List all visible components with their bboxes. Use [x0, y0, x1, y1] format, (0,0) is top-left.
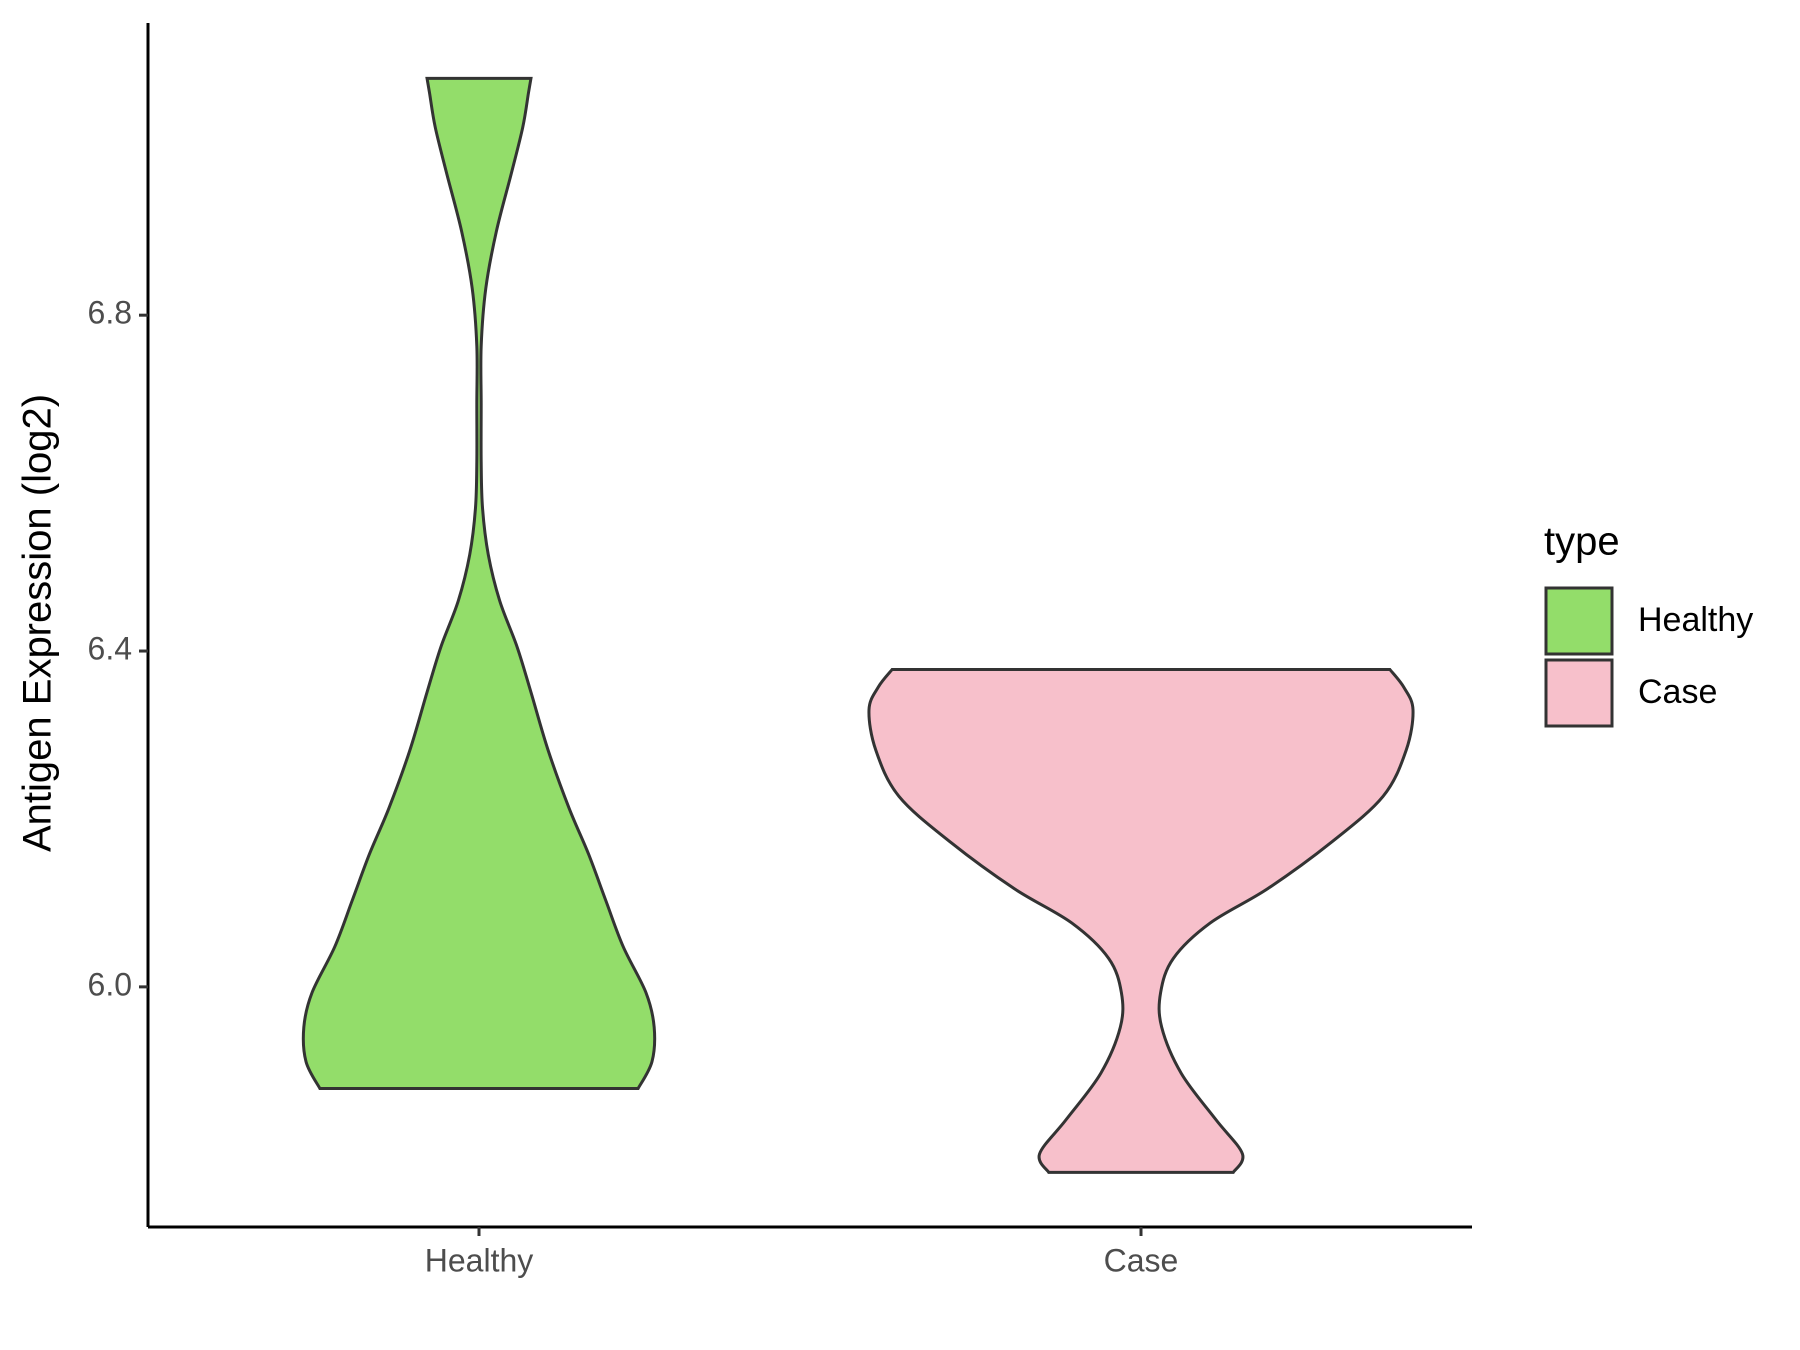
- y-axis-title: Antigen Expression (log2): [16, 394, 60, 852]
- legend-label: Case: [1638, 673, 1717, 711]
- x-tick-label: Healthy: [425, 1242, 534, 1278]
- legend-label: Healthy: [1638, 601, 1753, 639]
- y-tick-label: 6.0: [88, 966, 132, 1002]
- legend-key: [1544, 658, 1614, 728]
- legend-key: [1544, 586, 1614, 656]
- legend-title: type: [1544, 520, 1620, 564]
- x-tick-label: Case: [1104, 1242, 1179, 1278]
- y-tick-label: 6.4: [88, 630, 132, 666]
- violin: [301, 76, 657, 1090]
- y-tick-label: 6.8: [88, 295, 132, 331]
- violin: [867, 667, 1415, 1174]
